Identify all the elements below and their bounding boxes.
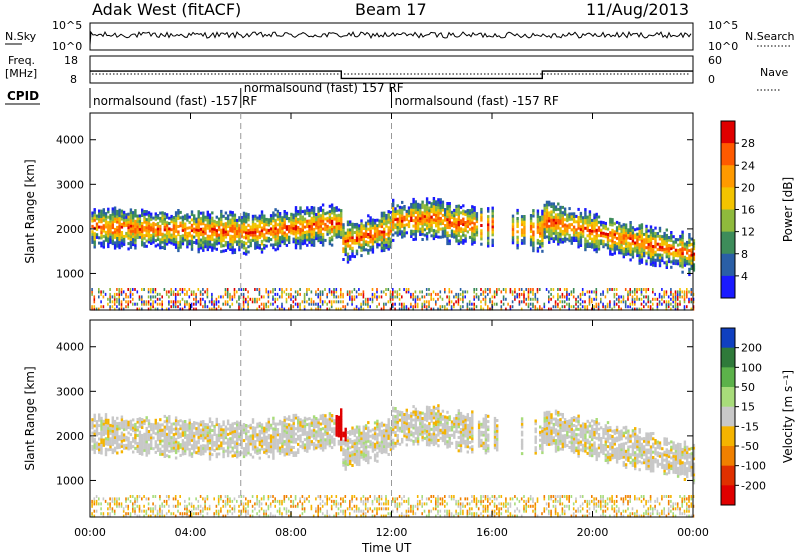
nsky-series — [90, 32, 691, 45]
nsky-trace — [90, 32, 691, 45]
cpid-segment-label: normalsound (fast) -157 RF — [93, 94, 257, 108]
colorbar-tick-label: 50 — [741, 381, 755, 394]
colorbar-tick-label: 15 — [741, 401, 755, 414]
colorbar-swatch — [721, 232, 735, 255]
freq-unit-label: [MHz] — [5, 67, 37, 80]
colorbar-tick-label: 12 — [741, 226, 755, 239]
nave-label: Nave — [760, 66, 788, 79]
x-tick-label: 20:00 — [577, 526, 609, 539]
colorbar-tick-label: 28 — [741, 137, 755, 150]
cpid-label: CPID — [7, 89, 39, 103]
x-tick-label: 08:00 — [275, 526, 307, 539]
colorbar-tick-label: 200 — [741, 342, 762, 355]
nsky-panel — [90, 23, 693, 50]
colorbar-swatch — [721, 210, 735, 233]
colorbar-swatch — [721, 466, 735, 486]
nsearch-label: N.Search — [745, 30, 795, 43]
beam-title: Beam 17 — [355, 0, 427, 19]
colorbar-swatch — [721, 328, 735, 348]
colorbar: 28 24 20 16 12 8 4 Power [dB] — [721, 121, 795, 299]
colorbar-tick-label: -200 — [741, 479, 766, 492]
cpid-segment-label: normalsound (fast) 157 RF — [244, 81, 404, 95]
x-tick-label: 16:00 — [476, 526, 508, 539]
colorbar-tick-label: 16 — [741, 204, 755, 217]
colorbar-swatch — [721, 446, 735, 466]
y-tick-label: 4000 — [56, 134, 84, 147]
y-tick-label: 3000 — [56, 178, 84, 191]
x-tick-label: 00:00 — [74, 526, 106, 539]
colorbar-swatch — [721, 254, 735, 277]
y-tick-label: 1000 — [56, 474, 84, 487]
y-tick-label: 4000 — [56, 341, 84, 354]
colorbar-tick-label: 4 — [741, 270, 748, 283]
y-axis-title: Slant Range [km] — [23, 366, 37, 470]
colorbar-swatch — [721, 367, 735, 387]
nsky-tick-top: 10^5 — [52, 19, 82, 32]
nsky-tick-bottom: 10^0 — [52, 40, 82, 53]
y-tick-label: 1000 — [56, 267, 84, 280]
cpid-segment-label: normalsound (fast) -157 RF — [395, 94, 559, 108]
colorbar-swatch — [721, 276, 735, 299]
colorbar: 200 100 50 15 -15 -50 -100 -200 Velocity [m s⁻¹] — [721, 328, 795, 506]
x-tick-label: 04:00 — [175, 526, 207, 539]
freq-tick-bottom: 8 — [70, 73, 77, 86]
x-tick-label: 12:00 — [376, 526, 408, 539]
colorbar-swatch — [721, 348, 735, 368]
date-title: 11/Aug/2013 — [586, 0, 689, 19]
colorbar-swatch — [721, 485, 735, 505]
nsky-label: N.Sky — [5, 30, 37, 43]
colorbar-tick-label: -50 — [741, 440, 759, 453]
freq-tick-top: 18 — [64, 54, 78, 67]
colorbar-tick-label: 24 — [741, 159, 755, 172]
station-title: Adak West (fitACF) — [92, 0, 241, 19]
colorbar-title: Velocity [m s⁻¹] — [781, 370, 795, 463]
x-axis-title: Time UT — [361, 541, 412, 554]
colorbar-swatch — [721, 187, 735, 210]
freq-label: Freq. — [8, 54, 35, 67]
colorbar-title: Power [dB] — [781, 177, 795, 242]
colorbar-tick-label: 100 — [741, 361, 762, 374]
y-tick-label: 2000 — [56, 430, 84, 443]
nave-tick-top: 60 — [708, 54, 722, 67]
y-tick-label: 3000 — [56, 385, 84, 398]
colorbar-swatch — [721, 387, 735, 407]
colorbar-swatch — [721, 143, 735, 166]
colorbar-tick-label: -15 — [741, 420, 759, 433]
colorbar-swatch — [721, 407, 735, 427]
nave-tick-bottom: 0 — [708, 73, 715, 86]
nsearch-tick-bottom: 10^0 — [708, 40, 738, 53]
velocity-plot: 1000 2000 3000 4000 Slant Range [km] 200 100 50… — [23, 320, 795, 518]
nsearch-tick-top: 10^5 — [708, 19, 738, 32]
freq-series — [90, 71, 693, 78]
colorbar-tick-label: 20 — [741, 181, 755, 194]
colorbar-tick-label: -100 — [741, 460, 766, 473]
y-tick-label: 2000 — [56, 223, 84, 236]
plot-area — [90, 320, 693, 517]
y-axis-title: Slant Range [km] — [23, 159, 37, 263]
colorbar-swatch — [721, 426, 735, 446]
colorbar-swatch — [721, 165, 735, 188]
colorbar-swatch — [721, 121, 735, 144]
power-plot: 1000 2000 3000 4000 Slant Range [km] 28 24 20 16… — [23, 113, 795, 311]
colorbar-tick-label: 8 — [741, 248, 748, 261]
x-tick-label: 00:00 — [677, 526, 709, 539]
